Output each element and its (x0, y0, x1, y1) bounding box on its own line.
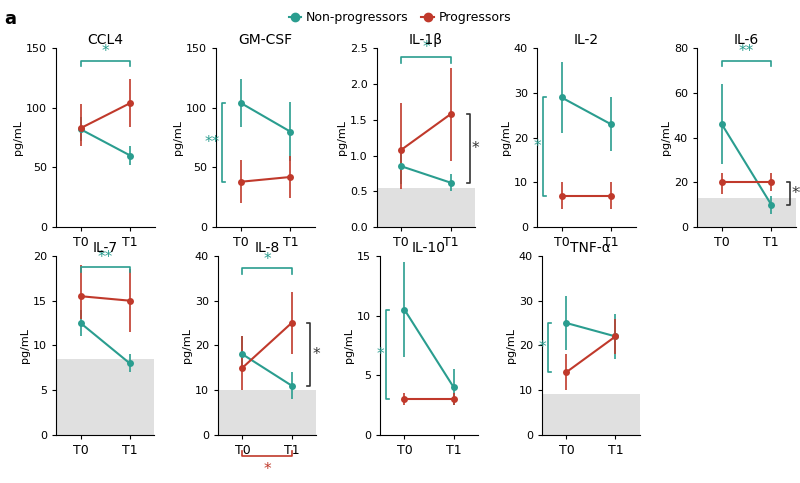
Text: *: * (538, 340, 546, 355)
Y-axis label: pg/mL: pg/mL (344, 328, 354, 363)
Text: **: ** (739, 44, 754, 59)
Text: *: * (376, 347, 384, 362)
Text: *: * (471, 141, 479, 156)
Text: **: ** (205, 135, 220, 150)
Title: IL-10: IL-10 (412, 241, 446, 255)
Y-axis label: pg/mL: pg/mL (506, 328, 516, 363)
Text: *: * (533, 139, 541, 154)
Text: *: * (422, 41, 430, 56)
Y-axis label: pg/mL: pg/mL (337, 120, 347, 155)
Title: IL-2: IL-2 (574, 33, 599, 47)
Y-axis label: pg/mL: pg/mL (174, 120, 183, 155)
Text: *: * (312, 347, 320, 362)
Y-axis label: pg/mL: pg/mL (501, 120, 511, 155)
Y-axis label: pg/mL: pg/mL (661, 120, 671, 155)
Text: *: * (102, 44, 110, 59)
Y-axis label: pg/mL: pg/mL (182, 328, 192, 363)
Y-axis label: pg/mL: pg/mL (13, 120, 23, 155)
Title: GM-CSF: GM-CSF (238, 33, 293, 47)
Text: **: ** (98, 250, 113, 265)
Text: **: ** (792, 186, 800, 201)
Title: IL-6: IL-6 (734, 33, 759, 47)
Text: *: * (263, 252, 271, 267)
Title: CCL4: CCL4 (87, 33, 123, 47)
Title: IL-1β: IL-1β (409, 33, 443, 47)
Title: IL-7: IL-7 (93, 241, 118, 255)
Y-axis label: pg/mL: pg/mL (20, 328, 30, 363)
Title: TNF-α: TNF-α (570, 241, 611, 255)
Legend: Non-progressors, Progressors: Non-progressors, Progressors (284, 6, 516, 29)
Title: IL-8: IL-8 (254, 241, 280, 255)
Text: a: a (4, 10, 16, 28)
Text: *: * (263, 462, 271, 477)
